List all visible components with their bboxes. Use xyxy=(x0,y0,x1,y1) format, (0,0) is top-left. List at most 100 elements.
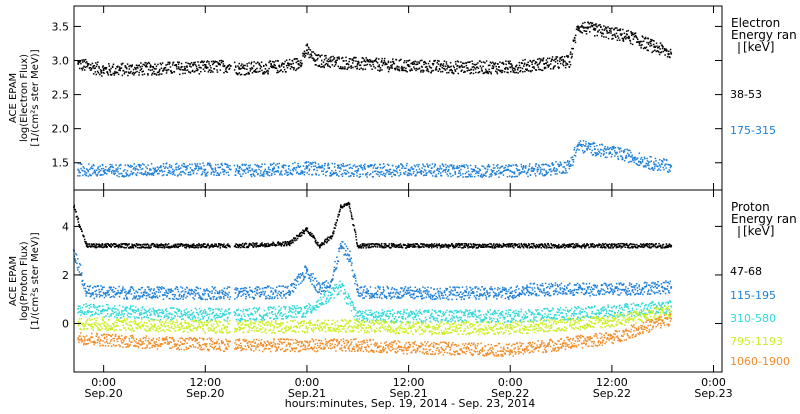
data-point xyxy=(83,284,86,286)
data-point xyxy=(358,292,360,295)
data-point xyxy=(107,243,109,245)
data-point xyxy=(197,61,199,63)
data-point xyxy=(156,296,159,299)
data-point xyxy=(600,35,603,37)
data-point xyxy=(531,63,533,66)
data-point xyxy=(96,294,98,296)
data-point xyxy=(95,243,97,245)
data-point xyxy=(402,243,405,246)
data-point xyxy=(608,243,611,245)
data-point xyxy=(441,243,443,246)
data-point xyxy=(368,165,371,168)
data-point xyxy=(296,68,298,70)
data-point xyxy=(417,245,419,248)
data-point xyxy=(446,67,448,70)
data-point xyxy=(524,245,526,247)
data-point xyxy=(335,59,337,62)
data-point xyxy=(246,68,248,71)
data-point xyxy=(494,174,497,176)
data-point xyxy=(475,71,477,74)
data-point xyxy=(156,169,158,172)
data-point xyxy=(93,285,96,288)
data-point xyxy=(470,71,473,74)
data-point xyxy=(348,66,350,68)
data-point xyxy=(200,243,203,246)
data-point xyxy=(317,291,319,294)
data-point xyxy=(267,174,269,176)
data-point xyxy=(588,246,591,249)
data-point xyxy=(453,66,455,69)
data-point xyxy=(90,292,93,295)
data-point xyxy=(93,243,95,246)
data-point xyxy=(586,145,588,148)
data-point xyxy=(321,283,323,286)
data-point xyxy=(650,246,652,249)
data-point xyxy=(630,245,633,248)
data-point xyxy=(414,60,416,63)
data-point xyxy=(236,243,239,246)
data-point xyxy=(558,246,560,249)
data-point xyxy=(220,295,222,298)
data-point xyxy=(279,70,281,73)
data-point xyxy=(127,71,130,73)
data-point xyxy=(153,245,156,247)
data-point xyxy=(659,166,662,168)
data-point xyxy=(477,67,480,69)
data-point xyxy=(216,69,218,71)
data-point xyxy=(259,70,261,73)
data-point xyxy=(360,247,363,249)
data-point xyxy=(323,241,326,243)
data-point xyxy=(511,67,514,69)
data-point xyxy=(632,157,634,159)
data-point xyxy=(206,60,209,62)
data-point xyxy=(562,58,564,61)
data-point xyxy=(240,64,242,67)
data-point xyxy=(202,293,204,295)
data-point xyxy=(395,58,398,61)
data-point xyxy=(168,288,171,291)
data-point xyxy=(544,174,547,176)
data-point xyxy=(107,170,109,172)
data-point xyxy=(458,242,460,245)
data-point xyxy=(266,69,268,72)
data-point xyxy=(282,241,285,244)
data-point xyxy=(201,297,203,300)
data-point xyxy=(129,72,131,74)
data-point xyxy=(498,243,501,245)
data-point xyxy=(207,162,210,165)
data-point xyxy=(623,36,626,39)
data-point xyxy=(207,290,209,292)
data-point xyxy=(545,171,547,174)
data-point xyxy=(540,58,542,60)
data-point xyxy=(287,168,290,170)
data-point xyxy=(329,59,332,61)
data-point xyxy=(469,175,472,178)
data-point xyxy=(595,244,598,246)
data-point xyxy=(315,289,317,292)
data-point xyxy=(618,148,621,151)
data-point xyxy=(97,246,100,248)
data-point xyxy=(306,172,308,174)
data-point xyxy=(617,158,620,161)
data-point xyxy=(454,244,457,247)
data-point xyxy=(625,154,628,157)
data-point xyxy=(356,67,359,70)
data-point xyxy=(295,58,298,60)
data-point xyxy=(155,170,157,172)
data-point xyxy=(317,65,319,67)
data-point xyxy=(100,72,103,74)
data-point xyxy=(153,288,155,290)
data-point xyxy=(457,72,459,75)
data-point xyxy=(167,288,169,291)
data-point xyxy=(461,69,463,71)
data-point xyxy=(573,148,575,151)
data-point xyxy=(638,44,641,46)
data-point xyxy=(327,286,329,288)
data-point xyxy=(242,294,244,296)
data-point xyxy=(283,164,286,166)
data-point xyxy=(227,245,230,248)
data-point xyxy=(309,162,311,164)
data-point xyxy=(284,60,286,63)
data-point xyxy=(605,27,608,29)
data-point xyxy=(101,288,104,290)
